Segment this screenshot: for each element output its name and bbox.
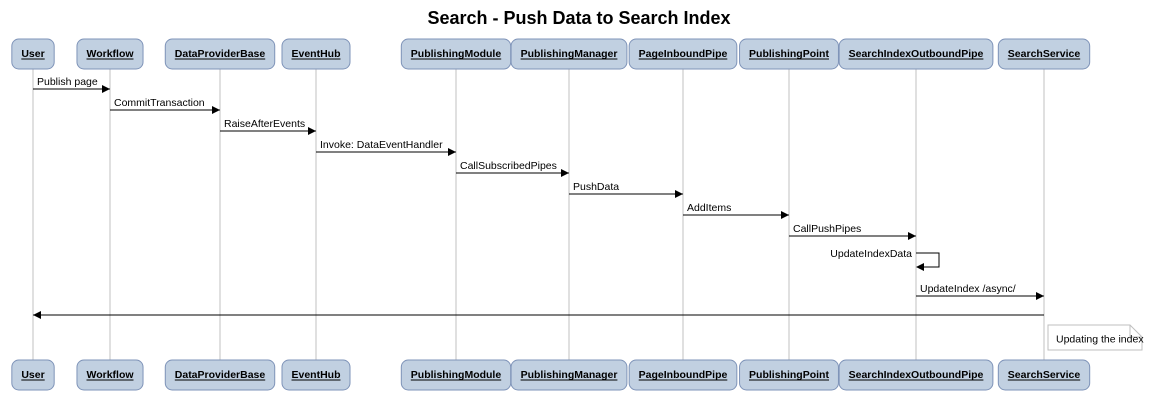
svg-text:EventHub: EventHub <box>291 48 340 60</box>
svg-text:AddItems: AddItems <box>687 202 731 214</box>
svg-text:EventHub: EventHub <box>291 369 340 381</box>
svg-text:PageInboundPipe: PageInboundPipe <box>639 369 728 381</box>
svg-text:PageInboundPipe: PageInboundPipe <box>639 48 728 60</box>
svg-text:PublishingModule: PublishingModule <box>411 48 502 60</box>
svg-text:PublishingManager: PublishingManager <box>521 48 618 60</box>
svg-text:SearchService: SearchService <box>1008 48 1081 60</box>
svg-text:UpdateIndex /async/: UpdateIndex /async/ <box>920 283 1016 295</box>
svg-text:CallPushPipes: CallPushPipes <box>793 223 861 235</box>
svg-text:PublishingPoint: PublishingPoint <box>749 48 829 60</box>
svg-text:DataProviderBase: DataProviderBase <box>175 48 266 60</box>
svg-text:User: User <box>21 369 44 381</box>
svg-text:SearchService: SearchService <box>1008 369 1081 381</box>
svg-text:PushData: PushData <box>573 181 619 193</box>
svg-text:CallSubscribedPipes: CallSubscribedPipes <box>460 160 557 172</box>
svg-text:PublishingManager: PublishingManager <box>521 369 618 381</box>
svg-text:PublishingPoint: PublishingPoint <box>749 369 829 381</box>
svg-text:SearchIndexOutboundPipe: SearchIndexOutboundPipe <box>849 48 984 60</box>
svg-text:CommitTransaction: CommitTransaction <box>114 97 205 109</box>
svg-text:SearchIndexOutboundPipe: SearchIndexOutboundPipe <box>849 369 984 381</box>
svg-text:Publish page: Publish page <box>37 76 98 88</box>
svg-text:UpdateIndexData: UpdateIndexData <box>830 248 912 260</box>
svg-text:Invoke: DataEventHandler: Invoke: DataEventHandler <box>320 139 443 151</box>
svg-text:DataProviderBase: DataProviderBase <box>175 369 266 381</box>
svg-text:User: User <box>21 48 44 60</box>
svg-text:RaiseAfterEvents: RaiseAfterEvents <box>224 118 305 130</box>
svg-text:PublishingModule: PublishingModule <box>411 369 502 381</box>
svg-text:Workflow: Workflow <box>86 369 134 381</box>
svg-text:Search - Push Data to Search I: Search - Push Data to Search Index <box>427 8 730 28</box>
svg-text:Workflow: Workflow <box>86 48 134 60</box>
svg-text:Updating the index: Updating the index <box>1056 334 1144 346</box>
